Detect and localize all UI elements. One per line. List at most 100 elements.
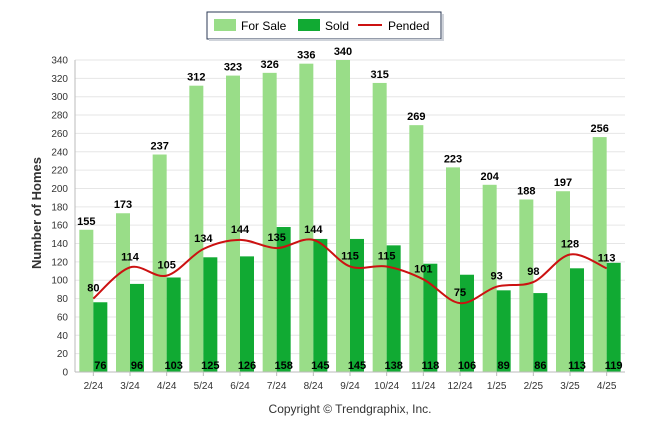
- legend-for-sale-swatch: [214, 19, 236, 31]
- sold-bar[interactable]: [203, 257, 218, 372]
- x-tick-label: 5/24: [194, 381, 214, 392]
- y-tick-label: 280: [51, 111, 68, 122]
- pended-value-label: 135: [267, 232, 285, 244]
- sold-value-label: 145: [348, 360, 366, 372]
- sold-value-label: 113: [568, 360, 586, 372]
- pended-line[interactable]: [92, 238, 608, 305]
- pended-value-label: 98: [527, 266, 539, 278]
- sold-value-label: 118: [421, 360, 439, 372]
- pended-value-label: 101: [414, 263, 432, 275]
- sold-bar[interactable]: [350, 238, 364, 372]
- legend[interactable]: For Sale Sold Pended: [206, 11, 444, 41]
- for-sale-bar[interactable]: [519, 199, 534, 372]
- legend-shadow: [442, 14, 444, 41]
- x-tick-label: 1/25: [487, 381, 507, 392]
- for-sale-value-label: 204: [480, 171, 499, 183]
- pended-value-label: 80: [87, 283, 99, 295]
- y-tick-label: 240: [51, 147, 68, 158]
- pended-value-label: 114: [121, 251, 140, 263]
- for-sale-value-label: 256: [590, 123, 608, 135]
- for-sale-value-label: 326: [260, 59, 278, 71]
- x-tick-label: 4/24: [157, 381, 177, 392]
- sold-value-label: 138: [384, 360, 402, 372]
- for-sale-bar[interactable]: [79, 229, 94, 372]
- x-tick-label: 11/24: [411, 381, 436, 392]
- y-axis-title: Number of Homes: [29, 157, 44, 269]
- legend-box: [206, 11, 442, 40]
- pended-value-label: 75: [454, 287, 466, 299]
- pended-value-label: 113: [598, 252, 616, 264]
- sold-value-label: 126: [238, 360, 256, 372]
- sold-bar[interactable]: [166, 277, 181, 372]
- for-sale-bar[interactable]: [409, 125, 424, 372]
- sold-bar[interactable]: [423, 263, 438, 372]
- for-sale-bar[interactable]: [482, 184, 497, 372]
- for-sale-value-label: 315: [370, 69, 388, 81]
- y-tick-label: 160: [51, 221, 68, 232]
- x-tick-label: 2/24: [84, 381, 104, 392]
- for-sale-value-label: 312: [187, 72, 205, 84]
- sold-bar[interactable]: [496, 290, 511, 372]
- sold-bar[interactable]: [606, 262, 621, 372]
- sold-value-label: 89: [498, 360, 510, 372]
- for-sale-bar[interactable]: [372, 82, 387, 373]
- sold-value-label: 106: [458, 360, 476, 372]
- for-sale-bar[interactable]: [299, 63, 314, 372]
- sold-bar[interactable]: [570, 268, 584, 372]
- sold-value-label: 125: [201, 360, 219, 372]
- for-sale-bar[interactable]: [262, 72, 277, 373]
- sold-bar[interactable]: [93, 302, 108, 372]
- y-tick-label: 20: [57, 349, 69, 360]
- y-tick-label: 180: [51, 202, 68, 213]
- line-layer: [92, 238, 608, 305]
- sold-value-label: 145: [311, 360, 329, 372]
- legend-for-sale-label: For Sale: [241, 19, 287, 33]
- for-sale-value-label: 269: [407, 111, 425, 123]
- x-tick-label: 8/24: [304, 381, 324, 392]
- sold-value-label: 76: [94, 360, 106, 372]
- pended-value-label: 115: [341, 250, 359, 262]
- sold-bar[interactable]: [386, 245, 401, 372]
- pended-value-label: 144: [304, 224, 323, 236]
- pended-value-label: 105: [157, 260, 175, 272]
- legend-pended-label: Pended: [388, 19, 429, 33]
- for-sale-bar[interactable]: [116, 213, 130, 372]
- sold-value-label: 158: [274, 360, 292, 372]
- for-sale-bar[interactable]: [336, 60, 350, 372]
- for-sale-bar[interactable]: [592, 137, 607, 372]
- sold-bar[interactable]: [533, 293, 548, 372]
- pended-value-label: 128: [561, 239, 579, 251]
- pended-value-label: 93: [491, 271, 503, 283]
- for-sale-value-label: 173: [114, 199, 132, 211]
- for-sale-value-label: 223: [444, 153, 462, 165]
- y-tick-label: 100: [51, 276, 68, 287]
- labels-layer: 155 76 173 96 237 103 312 125 323 126 326 158 336 145…: [77, 46, 622, 372]
- for-sale-bar[interactable]: [189, 85, 204, 372]
- y-tick-label: 320: [51, 74, 68, 85]
- x-tick-label: 4/25: [597, 381, 617, 392]
- y-tick-label: 0: [62, 368, 68, 379]
- x-tick-label: 9/24: [340, 381, 360, 392]
- for-sale-value-label: 237: [150, 141, 168, 153]
- for-sale-value-label: 336: [297, 50, 315, 62]
- x-tick-label: 10/24: [374, 381, 399, 392]
- for-sale-bar[interactable]: [556, 191, 570, 372]
- bars-layer: [79, 60, 621, 373]
- for-sale-value-label: 197: [554, 177, 572, 189]
- x-tick-label: 6/24: [230, 381, 250, 392]
- legend-shadow: [209, 39, 444, 41]
- sold-bar[interactable]: [313, 238, 328, 372]
- sold-bar[interactable]: [130, 283, 144, 372]
- sold-bar[interactable]: [276, 227, 291, 372]
- copyright-text: Copyright © Trendgraphix, Inc.: [269, 402, 432, 416]
- for-sale-bar[interactable]: [446, 167, 460, 372]
- for-sale-value-label: 155: [77, 216, 95, 228]
- for-sale-bar[interactable]: [226, 75, 240, 372]
- for-sale-bar[interactable]: [152, 154, 167, 372]
- sold-bar[interactable]: [240, 256, 254, 372]
- sold-bar[interactable]: [460, 274, 474, 372]
- pended-value-label: 144: [231, 224, 250, 236]
- y-tick-label: 120: [51, 257, 68, 268]
